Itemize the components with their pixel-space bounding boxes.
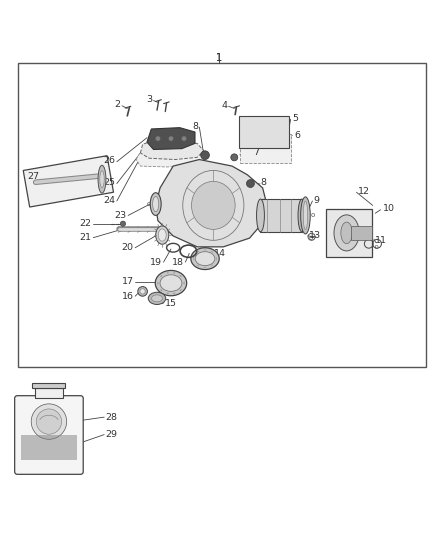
Ellipse shape (152, 197, 159, 212)
Polygon shape (147, 128, 195, 149)
Text: 28: 28 (106, 413, 117, 422)
Text: o: o (308, 235, 313, 241)
Ellipse shape (98, 165, 106, 193)
Text: 1: 1 (216, 53, 222, 63)
Ellipse shape (191, 248, 219, 270)
Text: 19: 19 (150, 257, 162, 266)
Ellipse shape (138, 287, 148, 296)
Text: 27: 27 (27, 172, 39, 181)
Text: 20: 20 (121, 243, 134, 252)
Text: o o: o o (368, 244, 378, 250)
Ellipse shape (341, 222, 352, 244)
Text: 16: 16 (122, 292, 134, 301)
FancyBboxPatch shape (14, 395, 83, 474)
Bar (18, 63, 426, 367)
Circle shape (155, 136, 160, 141)
Text: 7: 7 (253, 148, 259, 157)
Circle shape (247, 180, 254, 188)
Circle shape (201, 151, 209, 159)
Ellipse shape (257, 199, 265, 232)
Circle shape (231, 154, 238, 161)
Text: 14: 14 (214, 249, 226, 258)
Bar (240, 134, 291, 164)
Text: 8: 8 (261, 178, 266, 187)
Text: 29: 29 (106, 430, 117, 439)
Ellipse shape (152, 295, 162, 302)
Text: 4: 4 (222, 101, 228, 110)
Ellipse shape (100, 171, 104, 188)
Ellipse shape (160, 275, 182, 292)
Polygon shape (155, 159, 267, 247)
Ellipse shape (155, 270, 187, 296)
Text: 1: 1 (216, 53, 222, 63)
Text: 26: 26 (103, 156, 115, 165)
Bar (239, 116, 289, 148)
Polygon shape (23, 156, 113, 207)
Bar (326, 209, 372, 257)
Text: 13: 13 (309, 231, 321, 240)
Circle shape (181, 136, 187, 141)
Ellipse shape (195, 252, 215, 265)
Text: 6: 6 (294, 131, 300, 140)
Text: 21: 21 (80, 233, 92, 242)
Text: 25: 25 (103, 178, 115, 187)
Text: o: o (147, 201, 151, 207)
Circle shape (168, 136, 173, 141)
Text: 3: 3 (146, 95, 152, 104)
Bar (351, 225, 372, 240)
Text: 22: 22 (80, 219, 92, 228)
Ellipse shape (150, 193, 161, 215)
Ellipse shape (191, 181, 235, 229)
Text: 2: 2 (115, 100, 121, 109)
Text: 5: 5 (292, 115, 298, 124)
Text: 9: 9 (314, 196, 320, 205)
Text: 15: 15 (164, 299, 177, 308)
Text: 18: 18 (172, 257, 184, 266)
Ellipse shape (303, 201, 307, 230)
Text: 10: 10 (383, 204, 395, 213)
Text: 8: 8 (192, 122, 198, 131)
Ellipse shape (140, 289, 145, 294)
Ellipse shape (148, 292, 166, 304)
Ellipse shape (298, 199, 306, 232)
Polygon shape (141, 141, 204, 159)
Bar (32, 383, 65, 389)
Ellipse shape (158, 229, 166, 241)
Circle shape (36, 409, 62, 434)
Text: 23: 23 (114, 211, 127, 220)
Bar (35, 389, 63, 398)
Ellipse shape (334, 215, 359, 251)
Text: o: o (311, 213, 315, 219)
Ellipse shape (155, 226, 169, 244)
Text: 12: 12 (358, 187, 370, 196)
Bar (21, 435, 77, 460)
Text: 17: 17 (121, 277, 134, 286)
Circle shape (31, 404, 67, 439)
Polygon shape (136, 149, 205, 167)
Text: 11: 11 (375, 236, 387, 245)
Text: 24: 24 (103, 196, 115, 205)
Bar (261, 199, 302, 232)
Circle shape (120, 221, 126, 227)
Ellipse shape (300, 197, 310, 234)
